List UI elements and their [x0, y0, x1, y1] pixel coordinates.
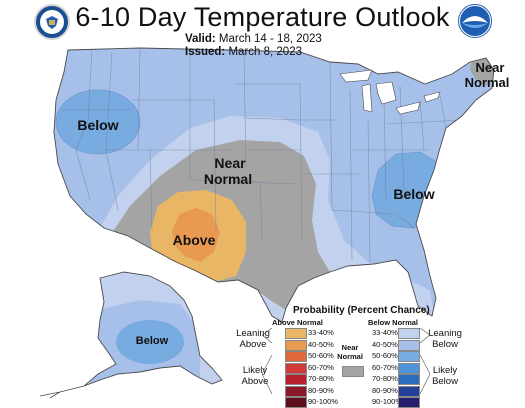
alaska-below-label: Below: [136, 335, 169, 347]
legend-bracket-lines-right: [419, 327, 431, 395]
above-swatch-3: [285, 362, 307, 374]
leaning-above-label: Leaning Above: [236, 328, 270, 350]
below-swatch-1: [398, 339, 420, 351]
likely-below-line1: Likely: [432, 365, 458, 376]
leaning-below-line2: Below: [432, 339, 458, 350]
above-swatch-label-3: 60-70%: [308, 362, 334, 372]
likely-above-label: Likely Above: [240, 365, 270, 387]
above-swatch-label-4: 70-80%: [308, 374, 334, 383]
below-swatch-label-4: 70-80%: [372, 374, 398, 383]
below-swatch-label-6: 90-100%: [372, 397, 403, 406]
near-normal-header: Near Normal: [337, 343, 363, 361]
northeast-near-label-line1: Near: [476, 60, 505, 75]
leaning-below-label: Leaning Below: [428, 328, 462, 350]
above-swatch-1: [285, 339, 307, 351]
alaska-region: [39, 271, 223, 399]
below-swatch-label-2: 50-60%: [372, 351, 398, 360]
west-below-area: [56, 90, 140, 154]
leaning-above-line1: Leaning: [236, 328, 270, 339]
legend-bracket-lines: [262, 327, 273, 395]
northeast-near-label-line2: Normal: [465, 75, 510, 90]
noaa-bird-icon: [460, 6, 490, 36]
below-normal-header: Below Normal: [368, 318, 419, 327]
above-swatch-2: [285, 351, 307, 362]
alaska-below-area: [116, 320, 184, 364]
likely-below-label: Likely Below: [430, 365, 460, 387]
doc-seal-logo: [34, 4, 70, 40]
above-normal-header: Above Normal: [272, 318, 323, 327]
legend-title: Probability (Percent Chance): [293, 305, 430, 316]
below-swatch-2: [398, 351, 420, 362]
leaning-above-line2: Above: [239, 339, 267, 350]
above-swatch-label-2: 50-60%: [308, 351, 334, 360]
above-40-50-area: [172, 208, 220, 262]
below-swatch-3: [398, 362, 420, 374]
above-swatch-label-5: 80-90%: [308, 385, 334, 395]
above-swatch-label-0: 33-40%: [308, 328, 334, 337]
below-swatch-0: [398, 328, 420, 339]
likely-below-line2: Below: [432, 376, 458, 387]
great-lakes: [339, 69, 441, 115]
above-swatch-label-6: 90-100%: [308, 397, 339, 406]
above-swatch-4: [285, 374, 307, 385]
west-below-label: Below: [77, 117, 118, 133]
below-swatch-label-5: 80-90%: [372, 385, 398, 395]
below-swatch-label-0: 33-40%: [372, 328, 398, 337]
issued-line: Issued: March 8, 2023: [185, 46, 302, 58]
near-normal-header-line1: Near: [341, 343, 359, 352]
above-swatch-label-1: 40-50%: [308, 339, 334, 349]
issued-label: Issued:: [185, 46, 226, 58]
noaa-logo: [458, 4, 492, 38]
issued-value: March 8, 2023: [228, 46, 302, 58]
leaning-below-line1: Leaning: [428, 328, 462, 339]
near-normal-label-line2: Normal: [204, 171, 252, 187]
valid-value: March 14 - 18, 2023: [218, 33, 322, 45]
above-swatch-6: [285, 397, 307, 408]
page-title: 6-10 Day Temperature Outlook: [75, 2, 450, 32]
eagle-icon: [40, 10, 64, 34]
near-normal-header-line2: Normal: [337, 352, 363, 361]
below-swatch-6: [398, 397, 420, 408]
above-swatch-0: [285, 328, 307, 339]
below-swatch-4: [398, 374, 420, 385]
below-swatch-label-3: 60-70%: [372, 362, 398, 372]
east-below-label: Below: [393, 186, 434, 202]
valid-line: Valid: March 14 - 18, 2023: [185, 33, 322, 45]
above-label: Above: [173, 232, 216, 248]
above-swatch-5: [285, 385, 307, 397]
below-swatch-label-1: 40-50%: [372, 339, 398, 349]
near-normal-label-line1: Near: [214, 155, 246, 171]
below-swatch-5: [398, 385, 420, 397]
near-normal-swatch: [342, 366, 364, 377]
likely-above-line2: Above: [241, 376, 269, 387]
state-lines: [60, 49, 463, 263]
likely-above-line1: Likely: [242, 365, 268, 376]
valid-label: Valid:: [185, 33, 216, 45]
